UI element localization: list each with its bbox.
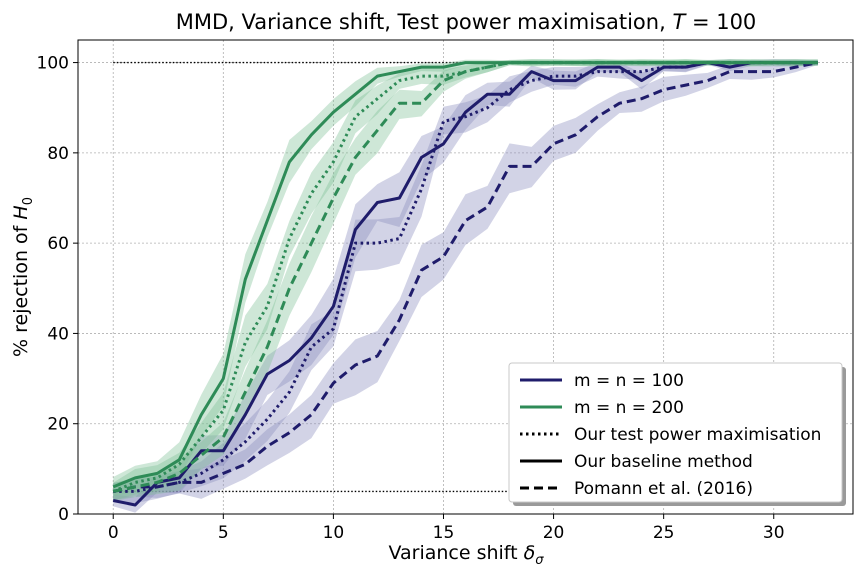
legend-box — [508, 362, 843, 503]
y-tick-label: 20 — [47, 415, 69, 435]
legend-label: Our test power maximisation — [574, 425, 821, 445]
y-tick-label: 0 — [58, 505, 69, 525]
x-tick-label: 25 — [653, 523, 675, 543]
legend-label: m = n = 200 — [574, 398, 684, 418]
x-tick-label: 5 — [218, 523, 229, 543]
legend-items: m = n = 100 m = n = 200 Our test power max… — [520, 371, 821, 499]
y-tick-label: 60 — [47, 234, 69, 254]
y-tick-label: 80 — [47, 144, 69, 164]
x-tick-label: 10 — [323, 523, 345, 543]
series-line — [112, 61, 819, 493]
legend-label: Pomann et al. (2016) — [574, 479, 753, 499]
legend: m = n = 100 m = n = 200 Our test power max… — [508, 362, 846, 506]
confidence-band — [113, 59, 818, 513]
x-tick-label: 30 — [763, 523, 785, 543]
y-axis-ticks: 0 20 40 60 80 100 — [37, 54, 78, 525]
y-tick-label: 40 — [47, 324, 69, 344]
series-lines — [112, 61, 819, 507]
x-tick-label: 15 — [433, 523, 455, 543]
plot-frame — [77, 39, 854, 515]
series-line — [112, 61, 818, 493]
y-axis-label: % rejection of H0 — [10, 197, 36, 357]
y-tick-label: 100 — [37, 54, 69, 74]
x-axis-ticks: 0 5 10 15 20 25 30 — [108, 514, 785, 543]
x-tick-label: 20 — [543, 523, 565, 543]
chart-title: MMD, Variance shift, Test power maximisa… — [176, 10, 757, 34]
legend-label: m = n = 100 — [574, 371, 684, 391]
legend-label: Our baseline method — [574, 452, 753, 472]
x-tick-label: 0 — [108, 523, 119, 543]
confidence-band — [113, 59, 818, 501]
confidence-band — [113, 59, 818, 501]
x-axis-label: Variance shift δσ — [388, 542, 544, 568]
confidence-band — [113, 59, 818, 497]
